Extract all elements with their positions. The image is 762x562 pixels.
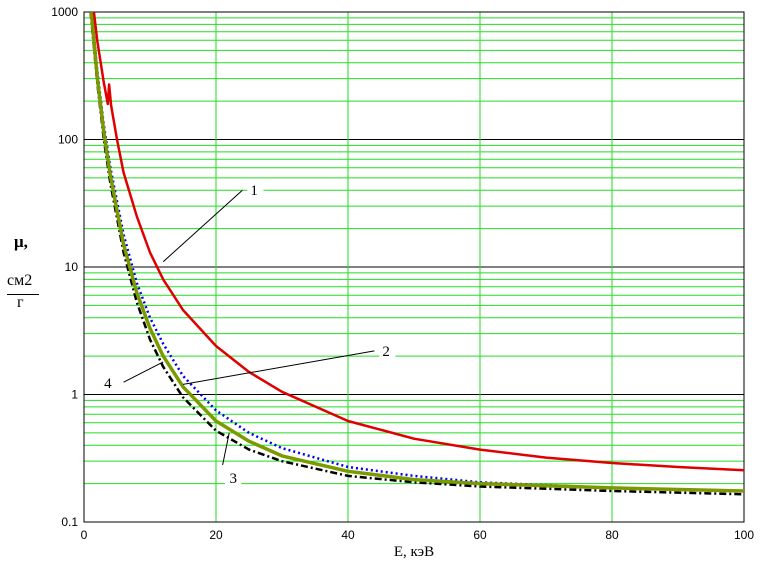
plot-frame	[83, 11, 745, 523]
annotation-box-2	[379, 341, 396, 360]
x-tick-label: 80	[605, 528, 619, 542]
annotation-leader-3	[222, 432, 230, 466]
grid-lines	[83, 11, 745, 523]
x-tick-label: 40	[341, 528, 355, 542]
x-tick-label: 20	[209, 528, 223, 542]
y-tick-label: 0.1	[61, 515, 78, 529]
annotation-leader-2	[182, 350, 375, 385]
series-line-2	[90, 11, 745, 493]
x-tick-label: 60	[473, 528, 487, 542]
y-axis-unit-numerator: см2	[7, 272, 33, 289]
x-tick-label: 100	[734, 528, 754, 542]
y-tick-label: 1	[71, 388, 78, 402]
y-axis-symbol: μ,	[14, 232, 28, 251]
series-line-3	[89, 11, 745, 496]
annotation-label-3: 3	[229, 471, 237, 487]
annotation-leader-1	[162, 189, 243, 263]
x-axis-label: E, кэВ	[394, 544, 434, 560]
annotation-leader-4	[123, 361, 164, 383]
series-line-4	[89, 11, 745, 493]
annotation-box-1	[247, 181, 264, 200]
x-tick-label: 0	[81, 528, 88, 542]
annotation-box-3	[225, 469, 242, 488]
annotation-label-4: 4	[104, 376, 112, 392]
tick-labels: 0 20 40 60 80 100 0.1 1 10 100 1000	[51, 5, 754, 542]
curve-annotations: 1 2 3 4	[97, 181, 396, 488]
y-tick-label: 100	[58, 133, 78, 147]
annotation-box-4	[97, 374, 114, 393]
y-tick-label: 10	[65, 260, 79, 274]
y-axis-unit-denominator: г	[17, 294, 24, 311]
series-line-1	[92, 11, 745, 472]
y-tick-label: 1000	[51, 5, 78, 19]
y-axis-unit-fraction-bar	[7, 294, 39, 295]
annotation-label-2: 2	[382, 344, 390, 360]
series-group	[89, 11, 745, 496]
annotation-label-1: 1	[250, 183, 258, 199]
